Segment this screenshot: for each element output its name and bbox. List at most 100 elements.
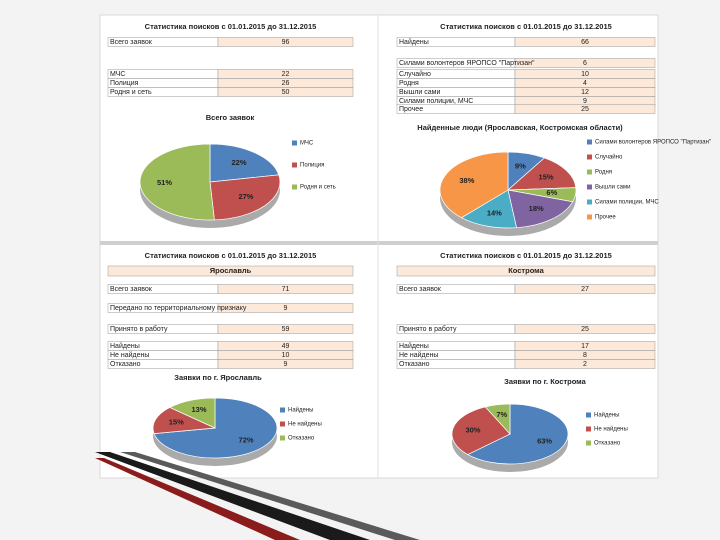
row-label: Найдены [399,342,429,350]
row-value: 9 [284,361,288,368]
legend-label: Не найдены [594,426,628,433]
legend-label: МЧС [300,141,314,147]
row-label: Полиция [110,80,139,87]
row-value-cell [217,284,354,294]
data-label: 27% [238,192,253,201]
row-value: 27 [581,286,589,293]
legend-label: Родня [595,170,612,176]
data-label: 72% [239,435,254,444]
city-title: Ярославль [210,266,252,275]
row-label: Всего заявок [110,286,153,293]
row-value: 25 [581,106,589,113]
legend-label: Отказано [594,441,621,447]
pie-slice [451,406,511,455]
data-label: 13% [191,405,206,414]
row-value: 12 [581,89,589,96]
decoration [95,458,300,540]
pie-slice [209,143,280,183]
legend-label: Родня и сеть [300,185,336,191]
row-value-cell [217,303,354,313]
data-label: 15% [169,418,184,427]
chart-title: Заявки по г. Кострома [504,377,586,386]
table-title: Статистика поисков с 01.01.2015 до 31.12… [145,251,317,260]
legend-label: Отказано [288,436,315,442]
row-label: Силами волонтеров ЯРОПСО "Партизан" [399,60,535,67]
row-value-cell [217,359,354,369]
legend-swatch [587,139,592,145]
row-value-cell [514,359,656,369]
row-label: Случайно [399,70,431,78]
legend-label: Силами полиции, МЧС [595,200,659,206]
legend-label: Прочее [595,215,616,221]
legend-swatch [587,199,592,205]
legend-swatch [280,407,285,413]
chart-title: Всего заявок [206,113,255,122]
table-title: Статистика поисков с 01.01.2015 до 31.12… [145,22,317,31]
legend-swatch [280,435,285,441]
city-title: Кострома [508,266,544,275]
data-label: 30% [465,425,480,434]
row-label: Найдены [399,38,429,46]
pie-slice [139,143,215,221]
legend-swatch [292,184,297,190]
city-header [107,265,354,277]
row-label: Родня [399,80,419,87]
data-label: 15% [539,172,554,181]
legend-swatch [587,214,592,220]
data-label: 6% [546,188,557,197]
legend-swatch [587,184,592,190]
legend-swatch [586,440,591,446]
row-label: Силами полиции, МЧС [399,98,473,105]
row-value-cell [514,104,656,114]
pie-slice [439,151,509,219]
row-label: Не найдены [399,351,438,359]
legend-label: Найдены [594,412,620,419]
legend-swatch [280,421,285,427]
row-value-cell [514,324,656,334]
row-value: 10 [581,71,589,78]
row-value-cell [217,324,354,334]
chart-title: Заявки по г. Ярославль [174,373,262,382]
row-value: 6 [583,60,587,67]
row-label: Найдены [110,342,140,350]
row-value: 59 [282,326,290,333]
row-label: МЧС [110,71,125,78]
row-label: Не найдены [110,351,149,359]
row-label: Отказано [110,361,141,368]
row-value: 96 [282,39,290,46]
pie-slice [460,189,517,229]
legend-swatch [586,412,591,418]
city-header [396,265,656,277]
row-value-cell [514,58,656,68]
row-label: Родня и сеть [110,89,152,96]
row-label: Принято в работу [399,325,457,333]
data-label: 38% [459,176,474,185]
legend-swatch [586,426,591,432]
legend-swatch [587,169,592,175]
row-value: 2 [583,361,587,368]
chart-title: Найденные люди (Ярославская, Костромская… [417,123,623,132]
row-value: 10 [282,352,290,359]
pie-slice [466,403,569,465]
row-label: Передано по территориальному признаку [110,305,247,312]
pie-slice [152,407,217,434]
row-value: 26 [282,80,290,87]
pie-slice [209,174,281,221]
row-label: Вышли сами [399,89,440,96]
legend-label: Найдены [288,407,314,414]
row-value: 49 [282,343,290,350]
row-value-cell [514,284,656,294]
data-label: 63% [537,437,552,446]
row-value: 9 [583,98,587,105]
row-label: Отказано [399,361,430,368]
decoration [95,452,370,540]
data-label: 18% [529,204,544,213]
row-value: 4 [583,80,587,87]
pie-slice [484,403,511,435]
row-value-cell [217,87,354,97]
data-label: 51% [157,178,172,187]
table-title: Статистика поисков с 01.01.2015 до 31.12… [440,251,612,260]
legend-label: Полиция [300,163,324,169]
pie-slice [507,189,574,229]
